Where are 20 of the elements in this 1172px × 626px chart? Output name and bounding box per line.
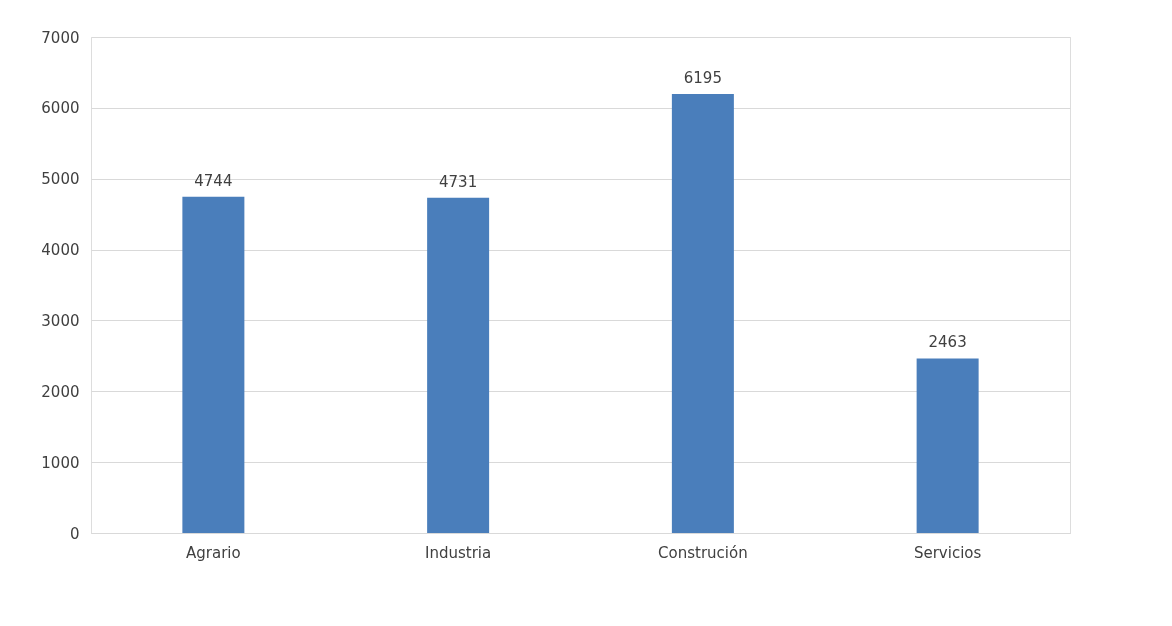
data-label: 4731 bbox=[439, 172, 478, 191]
bar bbox=[427, 197, 490, 533]
x-tick-label: Industria bbox=[425, 543, 492, 562]
x-tick-label: Servicios bbox=[913, 543, 982, 562]
x-tick-label: Agrario bbox=[186, 543, 241, 562]
y-tick-label: 1000 bbox=[41, 453, 80, 472]
data-label: 6195 bbox=[683, 69, 722, 88]
y-tick-label: 3000 bbox=[41, 311, 80, 330]
y-tick-label: 7000 bbox=[41, 28, 80, 47]
data-label: 4744 bbox=[194, 171, 233, 190]
y-tick-label: 5000 bbox=[41, 170, 80, 189]
y-tick-label: 4000 bbox=[41, 241, 80, 260]
data-label: 2463 bbox=[928, 333, 967, 352]
bar bbox=[671, 94, 734, 533]
bar bbox=[182, 196, 245, 533]
x-tick-label: Construción bbox=[658, 543, 748, 562]
bar bbox=[916, 358, 979, 533]
y-tick-label: 2000 bbox=[41, 382, 80, 401]
y-tick-label: 0 bbox=[69, 524, 80, 543]
y-tick-label: 6000 bbox=[41, 99, 80, 118]
